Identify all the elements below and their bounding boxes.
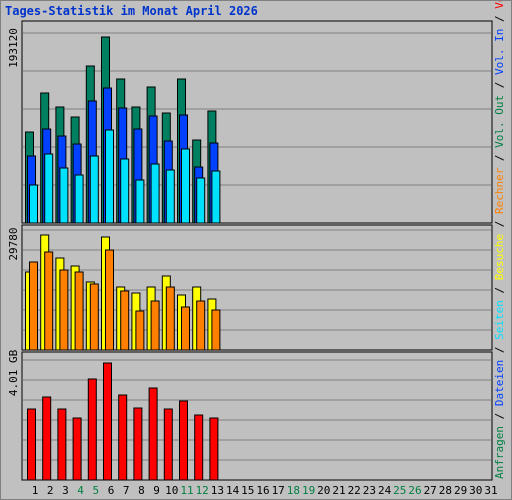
volumen-bar (163, 408, 173, 481)
legend-segment: / (493, 148, 506, 168)
legend-segment: / (493, 280, 506, 300)
x-tick-day-7: 7 (123, 484, 130, 497)
legend-segment: Vol. In (493, 29, 506, 75)
rechner-bar (59, 269, 69, 351)
x-tick-day-20: 20 (317, 484, 330, 497)
x-tick-day-22: 22 (348, 484, 361, 497)
x-tick-day-9: 9 (153, 484, 160, 497)
y-max-label-volume: 4.01 GB (7, 349, 20, 396)
legend-segment: / (493, 406, 506, 426)
rechner-bar (105, 249, 114, 351)
legend-segment: Rechner (493, 167, 506, 214)
y-max-label-requests: 193120 (7, 28, 20, 68)
rechner-bar (120, 290, 130, 351)
volumen-bar (133, 407, 143, 481)
volumen-bar (148, 387, 158, 481)
x-tick-day-28: 28 (439, 484, 452, 497)
x-tick-day-12: 12 (196, 484, 209, 497)
rechner-bar (135, 310, 145, 351)
volumen-bar (57, 408, 67, 481)
x-tick-day-14: 14 (226, 484, 240, 497)
seiten-bar (105, 129, 114, 224)
legend-segment: Seiten (493, 300, 506, 340)
panel-frame-1 (21, 224, 493, 351)
x-tick-day-16: 16 (256, 484, 269, 497)
rechner-bar (181, 306, 190, 351)
legend-segment: / (493, 340, 506, 360)
seiten-bar (29, 184, 38, 224)
x-tick-day-6: 6 (108, 484, 115, 497)
x-tick-day-18: 18 (287, 484, 300, 497)
volumen-bar (194, 414, 204, 481)
rechner-bar (150, 300, 160, 351)
legend-segment: / (493, 214, 506, 234)
x-tick-day-3: 3 (62, 484, 69, 497)
x-tick-day-26: 26 (408, 484, 421, 497)
x-tick-day-4: 4 (77, 484, 84, 497)
seiten-bar (165, 169, 175, 224)
legend-segment: Vol. Out (493, 95, 506, 148)
right-legend: Anfragen / Dateien / Seiten / Besuche / … (493, 1, 506, 479)
legend-segment: / (493, 9, 506, 29)
rechner-bar (165, 286, 175, 351)
x-tick-day-21: 21 (332, 484, 345, 497)
legend-segment: Volumen (493, 1, 506, 9)
x-tick-day-1: 1 (32, 484, 39, 497)
x-tick-day-17: 17 (272, 484, 285, 497)
x-tick-day-30: 30 (469, 484, 482, 497)
rechner-bar (89, 283, 99, 351)
panel-frame-0 (21, 20, 493, 224)
x-tick-day-15: 15 (241, 484, 254, 497)
seiten-bar (150, 163, 160, 224)
volumen-bar (42, 396, 52, 481)
x-tick-day-29: 29 (454, 484, 467, 497)
panel-frame-2 (21, 351, 493, 481)
x-tick-day-23: 23 (363, 484, 376, 497)
volumen-bar (87, 378, 97, 481)
legend-segment: Besuche (493, 234, 506, 280)
volumen-bar (103, 362, 112, 481)
seiten-bar (135, 179, 145, 224)
rechner-bar (29, 261, 38, 351)
x-tick-day-19: 19 (302, 484, 315, 497)
x-tick-day-24: 24 (378, 484, 392, 497)
chart-title: Tages-Statistik im Monat April 2026 (5, 4, 258, 18)
rechner-bar (211, 309, 221, 351)
seiten-bar (211, 170, 221, 224)
x-tick-day-25: 25 (393, 484, 406, 497)
x-tick-day-2: 2 (47, 484, 54, 497)
volumen-bar (209, 417, 219, 481)
seiten-bar (120, 158, 130, 224)
seiten-bar (181, 148, 190, 224)
x-tick-day-27: 27 (424, 484, 437, 497)
seiten-bar (89, 155, 99, 224)
volumen-bar (72, 417, 82, 481)
seiten-bar (74, 174, 84, 224)
rechner-bar (196, 300, 206, 351)
volumen-bar (179, 400, 188, 481)
x-tick-day-8: 8 (138, 484, 145, 497)
volumen-bar (118, 394, 128, 481)
seiten-bar (196, 177, 206, 224)
y-max-label-visits: 29780 (7, 227, 20, 260)
legend-segment: / (493, 75, 506, 95)
x-tick-day-11: 11 (180, 484, 193, 497)
legend-segment: Dateien (493, 360, 506, 406)
rechner-bar (74, 271, 84, 351)
x-tick-day-10: 10 (165, 484, 178, 497)
seiten-bar (44, 153, 54, 224)
x-tick-day-13: 13 (211, 484, 224, 497)
rechner-bar (44, 251, 54, 351)
volumen-bar (27, 408, 36, 481)
seiten-bar (59, 167, 69, 224)
x-tick-day-31: 31 (484, 484, 497, 497)
legend-segment: Anfragen (493, 426, 506, 479)
x-tick-day-5: 5 (92, 484, 99, 497)
